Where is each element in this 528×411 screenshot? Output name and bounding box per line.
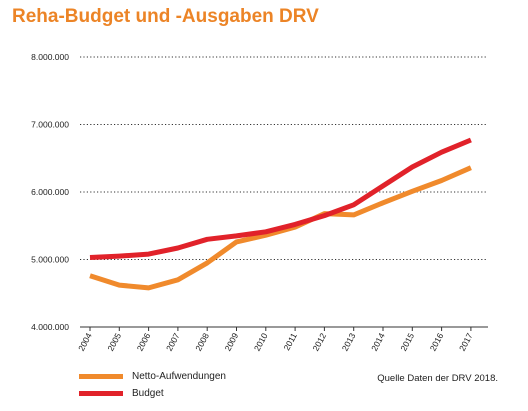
x-tick-label: 2016 [428,331,446,353]
x-tick-label: 2014 [369,331,387,353]
y-tick-label: 4.000.000 [31,322,69,332]
source-note: Quelle Daten der DRV 2018. [377,373,498,384]
x-tick-label: 2005 [105,331,123,353]
y-tick-label: 8.000.000 [31,52,69,62]
y-axis-ticks: 4.000.000 5.000.000 6.000.000 7.000.000 8.00… [31,52,69,332]
x-tick-label: 2017 [457,331,475,353]
x-tick-label: 2007 [164,331,182,353]
series-layer [89,137,472,291]
x-tick-label: 2004 [76,331,94,353]
legend-item-budget: Budget [79,388,164,399]
x-tick-label: 2010 [252,331,270,353]
y-tick-label: 7.000.000 [31,120,69,130]
x-tick-label: 2015 [398,331,416,353]
x-tick-label: 2013 [340,331,358,353]
chart-title: Reha-Budget und -Ausgaben DRV [12,6,319,27]
legend-swatch-budget [79,391,123,396]
x-tick-label: 2012 [310,331,328,353]
x-tick-label: 2011 [281,331,299,352]
legend-label-budget: Budget [132,388,164,399]
series-line-budget [89,137,472,260]
y-tick-label: 5.000.000 [31,255,69,265]
grid-layer [80,56,488,328]
x-tick-label: 2006 [135,331,153,353]
x-tick-label: 2008 [193,331,211,353]
y-tick-label: 6.000.000 [31,187,69,197]
x-axis-ticks: 2004 2005 2006 2007 2008 2009 2010 2011 2012 2013… [76,327,475,353]
legend-label-netto: Netto-Aufwendungen [132,371,226,382]
series-line-netto [89,165,472,291]
legend-swatch-netto [79,374,123,379]
legend-item-netto: Netto-Aufwendungen [79,371,226,382]
x-tick-label: 2009 [223,331,241,353]
